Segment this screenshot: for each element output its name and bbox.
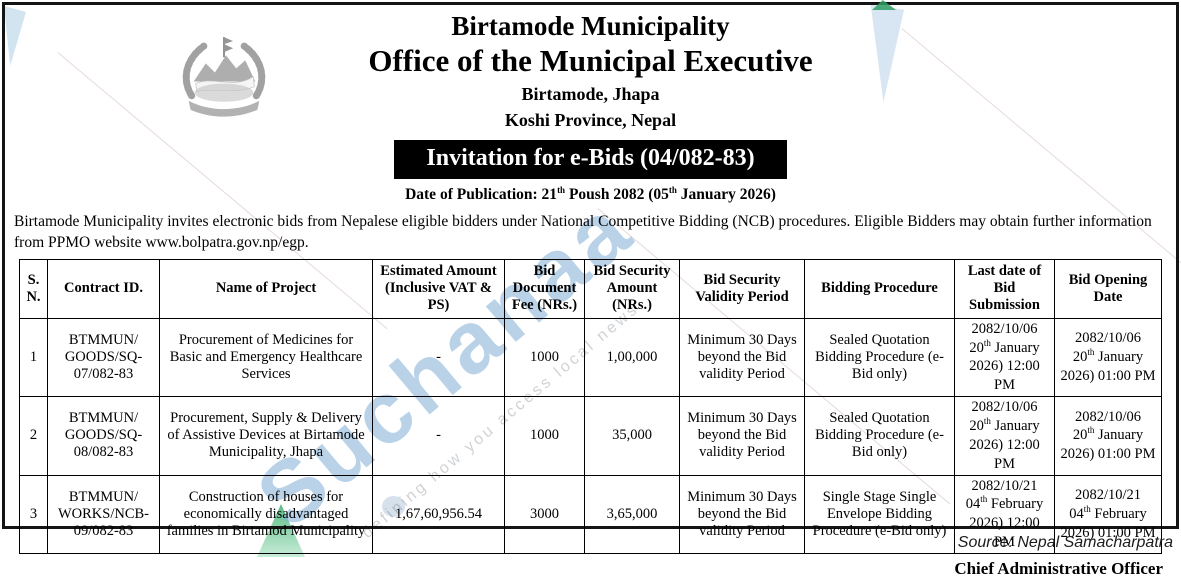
cell-bid-document-fee: 1000 [504, 317, 585, 398]
date-time: 2026) 12:00 PM [969, 515, 1040, 551]
date-day: 04 [1069, 505, 1084, 522]
col-bid-security-amount: Bid Security Amount (NRs.) [584, 258, 680, 319]
bids-table: S. N. Contract ID. Name of Project Estim… [19, 258, 1162, 554]
ordinal-suffix: th [980, 494, 988, 505]
date-day: 20 [1072, 349, 1088, 366]
address-line-2: Koshi Province, Nepal [504, 110, 677, 130]
date-month: January [990, 417, 1040, 434]
invitation-banner: Invitation for e-Bids (04/082-83) [394, 140, 787, 179]
office-title: Office of the Municipal Executive [368, 43, 813, 78]
col-bid-opening-date: Bid Opening Date [1054, 258, 1162, 319]
table-row: 2 BTMMUN/ GOODS/SQ- 08/082-83 Procuremen… [19, 396, 1162, 476]
cell-bid-security-amount: 35,000 [584, 396, 680, 476]
cell-bid-security-validity: Minimum 30 Days beyond the Bid validity … [679, 474, 805, 554]
date-month: January [1094, 427, 1144, 444]
ordinal-suffix: th [1083, 503, 1091, 514]
cell-bidding-procedure: Sealed Quotation Bidding Procedure (e-Bi… [804, 317, 955, 398]
notice-header: Birtamode Municipality Office of the Mun… [5, 11, 1176, 204]
date-ad: 20th January [1058, 426, 1158, 445]
date-month: January [990, 339, 1040, 356]
publication-date: Date of Publication: 21th Poush 2082 (05… [5, 184, 1176, 204]
publication-date-text: January 2026) [676, 186, 776, 203]
cell-project-name: Procurement, Supply & Delivery of Assist… [159, 396, 373, 476]
nepal-emblem-logo [173, 29, 275, 125]
ordinal-suffix: th [983, 416, 991, 427]
source-credit: Source: Nepal Samacharpatra [957, 534, 1173, 551]
cell-sn: 1 [19, 317, 48, 398]
col-project-name: Name of Project [159, 258, 373, 319]
ordinal-suffix: th [668, 184, 677, 195]
table-row: 3 BTMMUN/ WORKS/NCB- 09/082-83 Construct… [19, 474, 1162, 554]
col-bid-document-fee: Bid Document Fee (NRs.) [504, 258, 585, 319]
date-ad: 20th January [1058, 348, 1158, 367]
cell-bid-opening-date: 2082/10/06 20th January 2026) 01:00 PM [1054, 396, 1162, 476]
ordinal-suffix: th [557, 184, 566, 195]
date-day: 20 [1072, 427, 1088, 444]
col-last-date-submission: Last date of Bid Submission [954, 258, 1055, 319]
date-bs: 2082/10/06 [1074, 408, 1142, 425]
cell-last-date-submission: 2082/10/21 04th February 2026) 12:00 PM [954, 474, 1055, 554]
cell-bid-security-validity: Minimum 30 Days beyond the Bid validity … [679, 317, 805, 398]
cell-bid-security-amount: 3,65,000 [584, 474, 680, 554]
col-contract-id: Contract ID. [47, 258, 160, 319]
date-day: 04 [965, 496, 981, 513]
cell-estimated-amount: 1,67,60,956.54 [372, 474, 505, 554]
date-day: 20 [969, 339, 984, 356]
date-bs: 2082/10/06 [1074, 330, 1142, 347]
col-estimated-amount: Estimated Amount (Inclusive VAT & PS) [372, 258, 505, 319]
col-sn: S. N. [19, 258, 48, 319]
cell-last-date-submission: 2082/10/06 20th January 2026) 12:00 PM [954, 396, 1055, 476]
date-ad: 04th February [1058, 503, 1158, 524]
invitation-paragraph: Birtamode Municipality invites electroni… [14, 213, 1152, 252]
cell-estimated-amount: - [372, 317, 505, 398]
date-month: February [987, 496, 1044, 513]
cell-project-name: Construction of houses for economically … [159, 474, 373, 554]
cell-sn: 2 [19, 396, 48, 476]
table-header-row: S. N. Contract ID. Name of Project Estim… [19, 258, 1162, 319]
cell-bidding-procedure: Single Stage Single Envelope Bidding Pro… [804, 474, 955, 554]
publication-date-text: Date of Publication: 21 [405, 186, 558, 203]
date-time: 2026) 01:00 PM [1060, 367, 1156, 384]
date-bs: 2082/10/06 [971, 320, 1038, 337]
publication-date-text: Poush 2082 (05 [565, 186, 669, 203]
date-bs: 2082/10/21 [1074, 486, 1142, 503]
cell-project-name: Procurement of Medicines for Basic and E… [159, 317, 373, 398]
date-ad: 04th February [958, 495, 1051, 514]
table-row: 1 BTMMUN/ GOODS/SQ- 07/082-83 Procuremen… [19, 317, 1162, 398]
date-time: 2026) 01:00 PM [1060, 524, 1156, 541]
col-bidding-procedure: Bidding Procedure [804, 258, 955, 319]
date-time: 2026) 01:00 PM [1060, 446, 1156, 463]
cell-bid-document-fee: 1000 [504, 396, 585, 476]
date-ad: 20th January [958, 417, 1051, 436]
date-day: 20 [969, 417, 984, 434]
cell-sn: 3 [19, 474, 48, 554]
col-bid-security-validity: Bid Security Validity Period [679, 258, 805, 319]
cell-estimated-amount: - [372, 396, 505, 476]
cell-contract-id: BTMMUN/ GOODS/SQ- 07/082-83 [47, 317, 160, 398]
ordinal-suffix: th [1087, 425, 1095, 436]
address-line-1: Birtamode, Jhapa [521, 84, 660, 104]
cell-last-date-submission: 2082/10/06 20th January 2026) 12:00 PM [954, 317, 1055, 398]
ordinal-suffix: th [1087, 347, 1095, 358]
date-ad: 20th January [958, 337, 1051, 358]
date-bs: 2082/10/21 [971, 477, 1038, 494]
cell-bid-opening-date: 2082/10/21 04th February 2026) 01:00 PM [1054, 474, 1162, 554]
cell-contract-id: BTMMUN/ GOODS/SQ- 08/082-83 [47, 396, 160, 476]
date-month: February [1090, 505, 1147, 522]
watermark-green-tip [872, 0, 896, 10]
cell-bid-security-validity: Minimum 30 Days beyond the Bid validity … [679, 396, 805, 476]
signatory: Chief Administrative Officer [954, 558, 1163, 578]
ordinal-suffix: th [983, 337, 991, 348]
cell-bid-security-amount: 1,00,000 [584, 317, 680, 398]
cell-bid-document-fee: 3000 [504, 474, 585, 554]
date-time: 2026) 12:00 PM [969, 436, 1040, 472]
cell-bid-opening-date: 2082/10/06 20th January 2026) 01:00 PM [1054, 317, 1162, 398]
date-month: January [1094, 349, 1144, 366]
date-time: 2026) 12:00 PM [969, 358, 1040, 394]
municipality-title: Birtamode Municipality [451, 11, 730, 41]
cell-contract-id: BTMMUN/ WORKS/NCB- 09/082-83 [47, 474, 160, 554]
cell-bidding-procedure: Sealed Quotation Bidding Procedure (e-Bi… [804, 396, 955, 476]
date-bs: 2082/10/06 [971, 399, 1038, 416]
